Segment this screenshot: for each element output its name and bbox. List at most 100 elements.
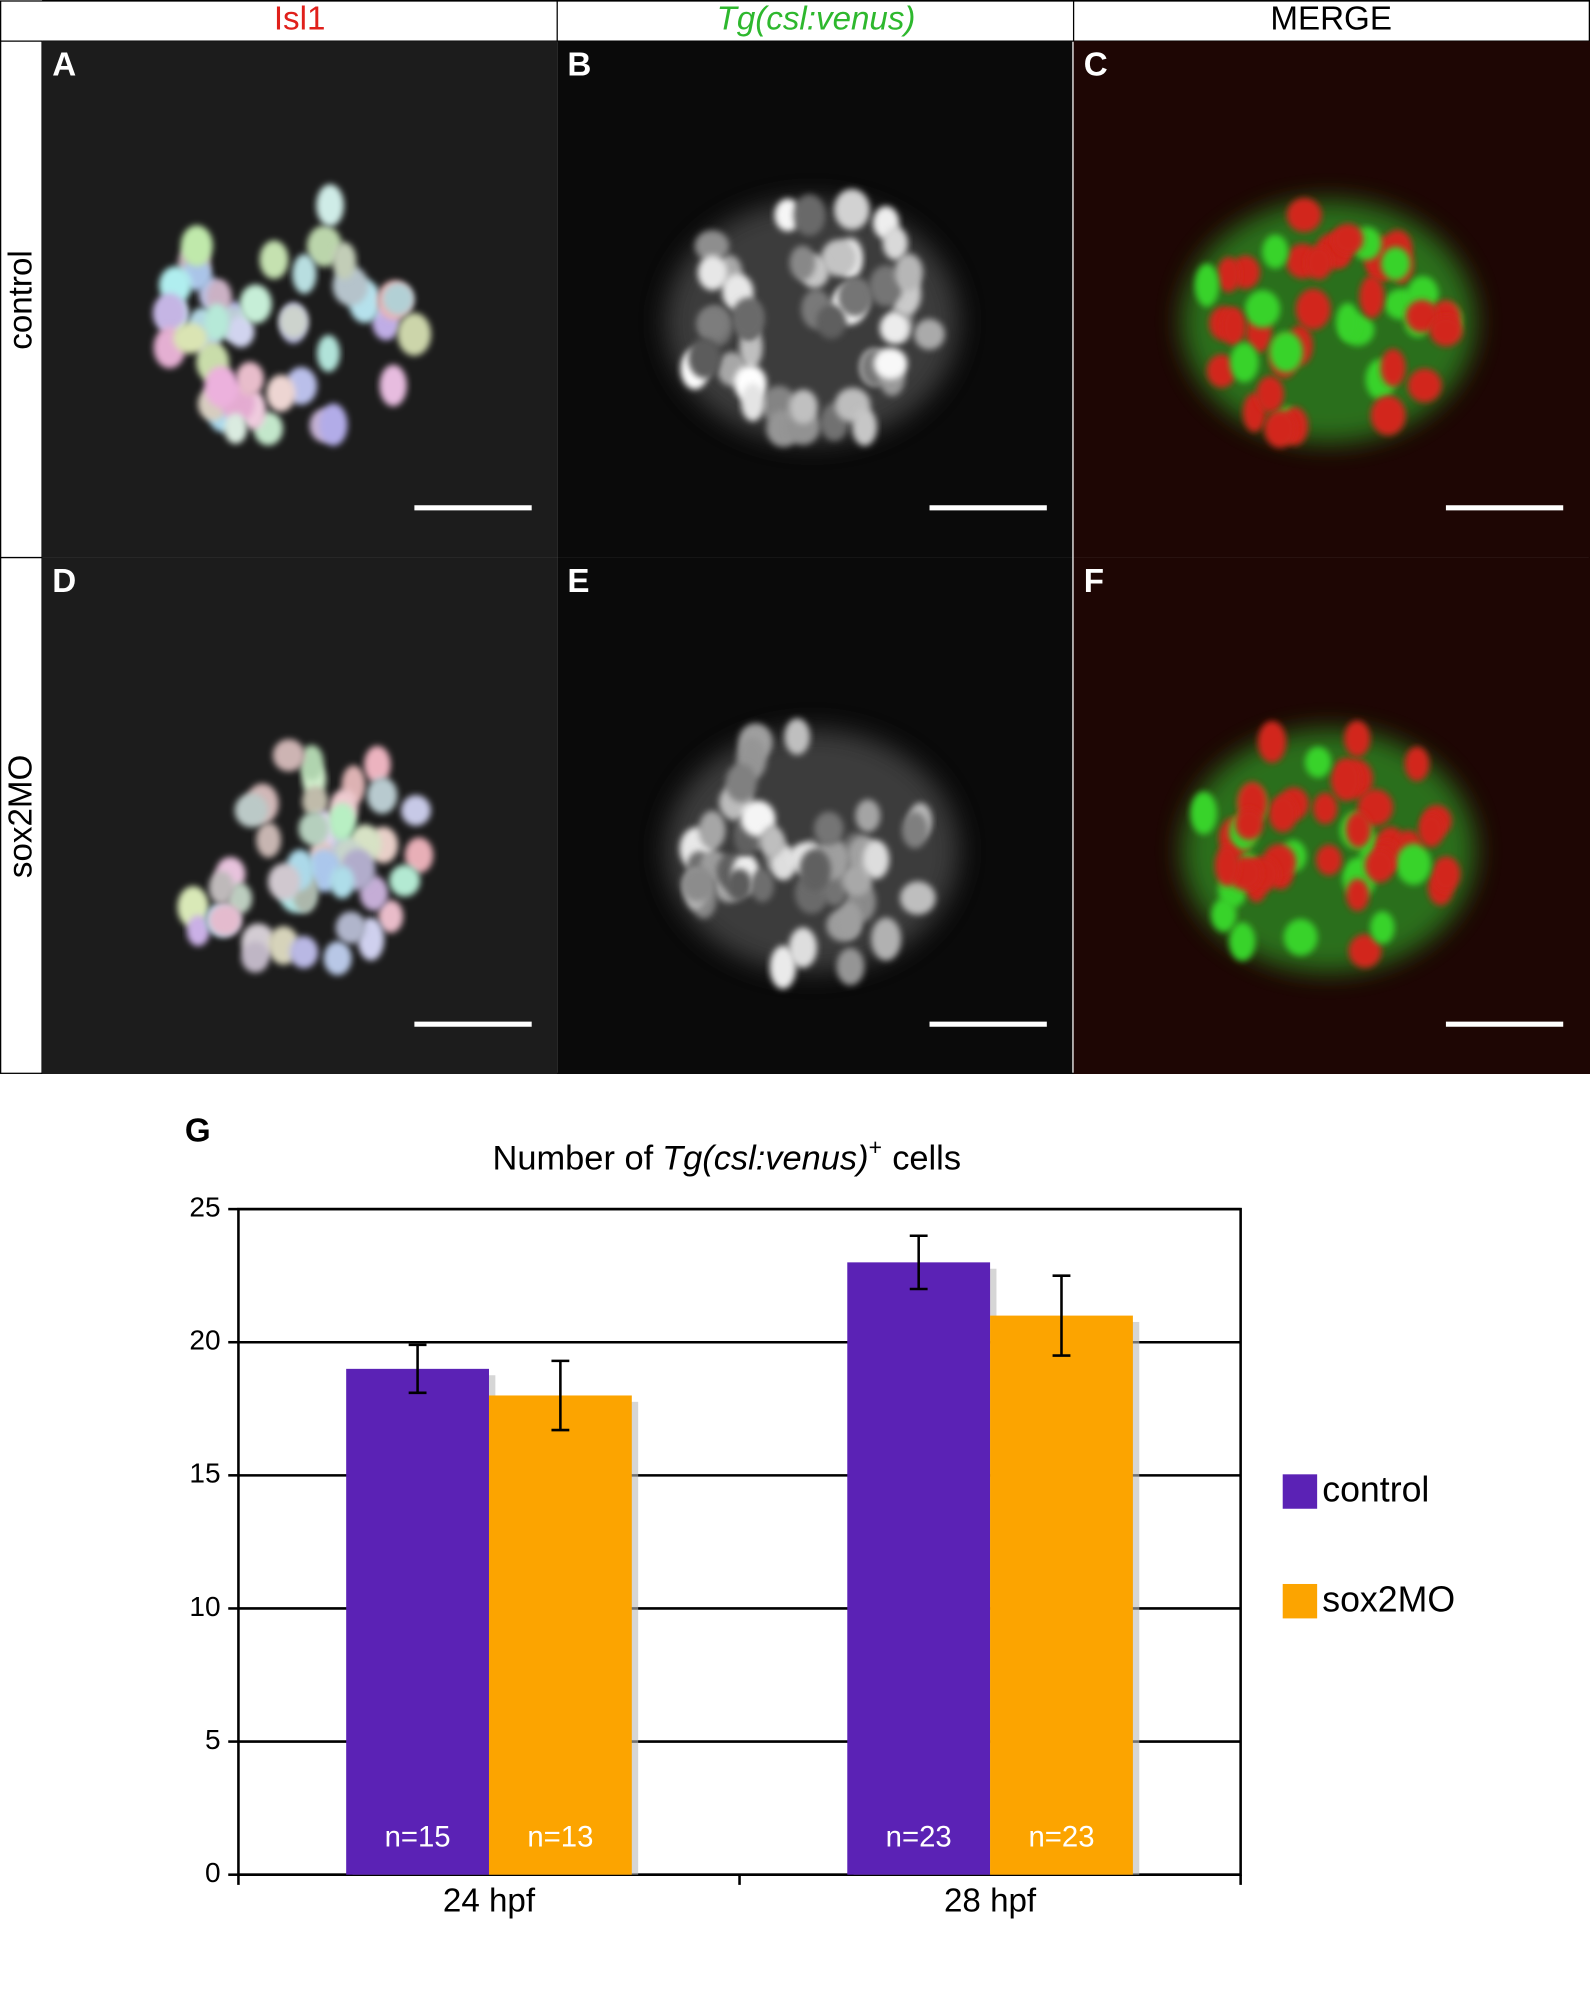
- cell: [335, 911, 367, 944]
- cell: [1348, 934, 1382, 968]
- cell: [389, 864, 421, 897]
- cell: [841, 863, 873, 897]
- cell: [789, 245, 816, 281]
- row-label: control: [3, 250, 40, 349]
- cell: [1370, 911, 1395, 945]
- cell: [227, 315, 255, 348]
- cell: [1264, 410, 1296, 448]
- panel-letter: F: [1084, 563, 1104, 600]
- cell: [697, 255, 728, 291]
- cell: [855, 799, 881, 833]
- cell: [725, 763, 757, 803]
- cells: [1181, 197, 1476, 448]
- cell: [204, 366, 239, 408]
- cell: [1332, 223, 1364, 255]
- cell: [323, 941, 352, 976]
- panel-letter: G: [185, 1112, 211, 1149]
- cell: [901, 812, 928, 849]
- cell: [239, 284, 272, 324]
- panel-letter: A: [52, 46, 76, 83]
- panel-letter: E: [567, 563, 589, 600]
- cell: [1344, 720, 1371, 757]
- cell: [256, 822, 282, 858]
- cell: [1206, 354, 1237, 388]
- y-tick-label: 0: [205, 1857, 221, 1888]
- column-label: Tg(csl:venus): [717, 1, 916, 38]
- cell: [319, 403, 348, 446]
- cell: [328, 802, 357, 841]
- cell: [793, 194, 826, 236]
- cell: [726, 868, 753, 901]
- y-tick-label: 15: [189, 1458, 220, 1489]
- cell: [1380, 246, 1411, 281]
- cell: [1345, 811, 1372, 848]
- cell: [1211, 898, 1237, 932]
- cell: [698, 810, 726, 850]
- cell: [837, 277, 874, 317]
- cell: [1295, 288, 1331, 330]
- cell: [1330, 758, 1361, 802]
- cell: [740, 800, 776, 837]
- micrograph: B: [557, 41, 1073, 558]
- cell: [694, 230, 730, 262]
- cell: [750, 868, 775, 903]
- cell: [1262, 234, 1289, 269]
- chart-title: Number of Tg(csl:venus)+ cells: [493, 1134, 962, 1178]
- cell: [186, 915, 210, 947]
- cell: [871, 917, 902, 961]
- cell: [241, 941, 270, 973]
- cell: [1346, 878, 1370, 912]
- cell: [1283, 918, 1318, 956]
- panel-letter: C: [1084, 46, 1108, 83]
- cell: [378, 899, 404, 933]
- cell: [1257, 720, 1287, 763]
- bar-annotation: n=23: [886, 1821, 952, 1854]
- cell: [741, 383, 765, 422]
- cell: [366, 777, 398, 814]
- cell: [879, 312, 910, 344]
- column-label: Isl1: [274, 1, 326, 38]
- cell: [1217, 256, 1241, 293]
- title-italic: Tg(csl:venus): [662, 1140, 869, 1178]
- bar-annotation: n=15: [385, 1821, 451, 1854]
- cell: [316, 334, 341, 372]
- cell: [1405, 299, 1439, 333]
- cell: [821, 239, 857, 277]
- cell: [330, 865, 355, 899]
- cell: [152, 293, 187, 334]
- bar-annotation: n=13: [527, 1821, 593, 1854]
- error-bar: [909, 1234, 928, 1291]
- cell: [1190, 791, 1218, 835]
- error-bar: [551, 1359, 570, 1432]
- cell: [272, 739, 305, 772]
- cell: [1221, 307, 1246, 346]
- cell: [731, 297, 765, 340]
- cell: [1229, 342, 1259, 383]
- cell: [862, 840, 890, 879]
- y-tick-label: 25: [189, 1192, 220, 1223]
- bar: [990, 1315, 1133, 1875]
- legend-label: control: [1322, 1470, 1429, 1510]
- cell: [208, 870, 234, 905]
- bar-annotation: n=23: [1028, 1821, 1094, 1854]
- cell: [1214, 844, 1240, 887]
- cell: [1364, 848, 1395, 883]
- cell: [852, 408, 877, 446]
- cell: [289, 936, 319, 969]
- cell: [1312, 792, 1338, 825]
- cell: [397, 312, 432, 356]
- cell: [680, 867, 716, 902]
- cell: [1305, 246, 1333, 280]
- legend-swatch: [1282, 1474, 1318, 1509]
- cell: [838, 901, 862, 938]
- cell: [1268, 794, 1298, 833]
- micrograph: E: [557, 557, 1073, 1074]
- cells: [665, 718, 959, 989]
- micrograph: F: [1073, 557, 1590, 1074]
- cell: [799, 848, 831, 891]
- bar: [488, 1395, 632, 1875]
- x-tick-label: 28 hpf: [944, 1882, 1037, 1919]
- cell: [760, 825, 785, 858]
- cell: [1315, 844, 1343, 876]
